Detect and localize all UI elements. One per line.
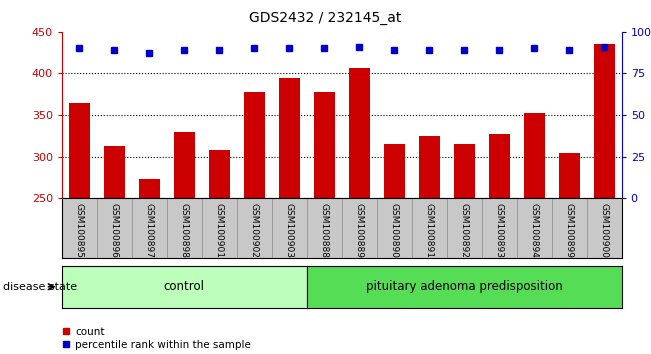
Bar: [454, 144, 475, 198]
Bar: [419, 136, 439, 198]
Bar: [349, 68, 370, 198]
Bar: [594, 44, 615, 198]
Bar: [314, 92, 335, 198]
Text: GSM100901: GSM100901: [215, 203, 224, 258]
Legend: count, percentile rank within the sample: count, percentile rank within the sample: [59, 322, 255, 354]
Text: control: control: [164, 280, 205, 293]
Bar: [279, 78, 299, 198]
Text: GSM100893: GSM100893: [495, 203, 504, 258]
Text: GSM100903: GSM100903: [284, 203, 294, 258]
Text: GSM100900: GSM100900: [600, 203, 609, 258]
Text: pituitary adenoma predisposition: pituitary adenoma predisposition: [366, 280, 562, 293]
Bar: [523, 113, 545, 198]
Text: GSM100898: GSM100898: [180, 203, 189, 258]
Bar: [174, 132, 195, 198]
Text: GSM100890: GSM100890: [390, 203, 399, 258]
Bar: [139, 179, 159, 198]
Bar: [209, 150, 230, 198]
Text: GSM100892: GSM100892: [460, 203, 469, 258]
Text: GDS2432 / 232145_at: GDS2432 / 232145_at: [249, 11, 402, 25]
Text: disease state: disease state: [3, 282, 77, 292]
Text: GSM100888: GSM100888: [320, 203, 329, 258]
Text: GSM100896: GSM100896: [110, 203, 119, 258]
Text: GSM100891: GSM100891: [424, 203, 434, 258]
Text: GSM100889: GSM100889: [355, 203, 364, 258]
Bar: [243, 92, 265, 198]
Text: GSM100897: GSM100897: [145, 203, 154, 258]
Text: GSM100895: GSM100895: [75, 203, 84, 258]
Bar: [559, 153, 579, 198]
Text: GSM100902: GSM100902: [250, 203, 259, 258]
Text: GSM100894: GSM100894: [530, 203, 539, 258]
Bar: [383, 144, 405, 198]
Bar: [104, 146, 125, 198]
Text: GSM100899: GSM100899: [564, 203, 574, 258]
Bar: [489, 134, 510, 198]
Bar: [69, 103, 90, 198]
